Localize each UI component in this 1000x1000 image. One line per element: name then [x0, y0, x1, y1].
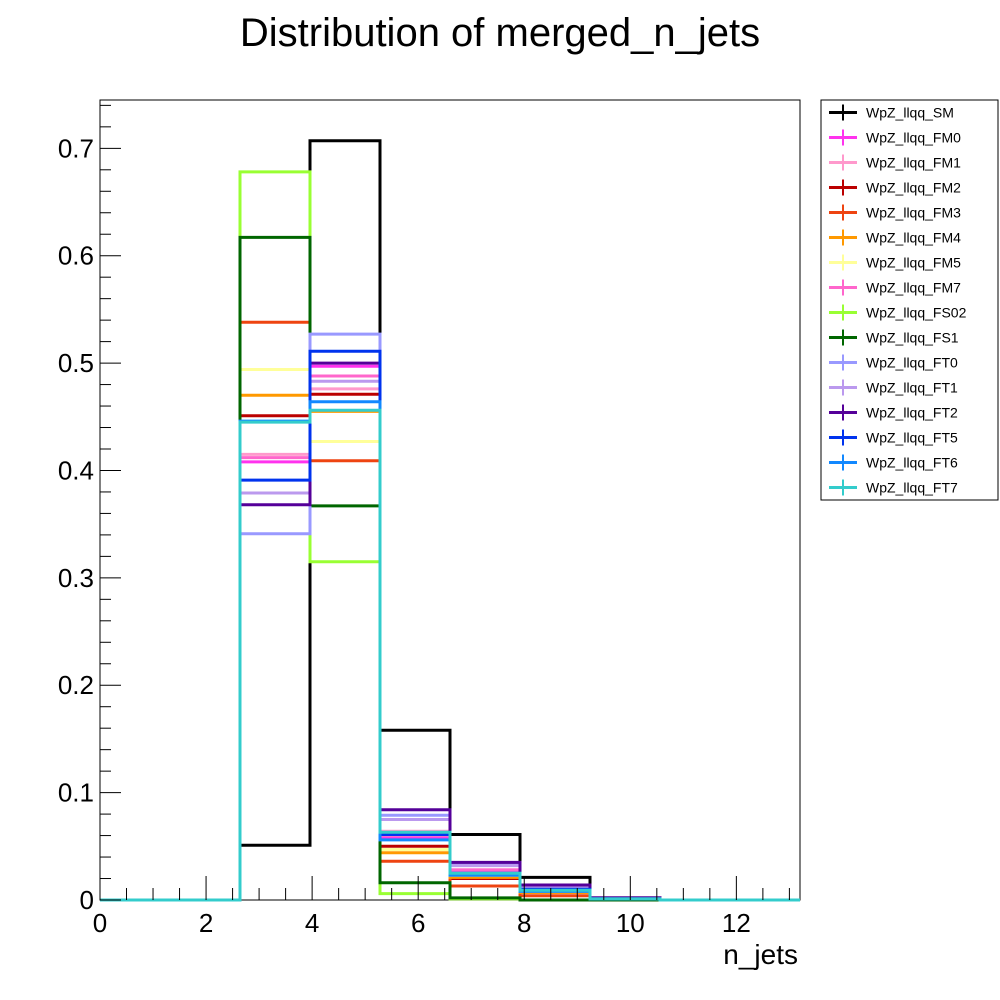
- legend-item: WpZ_llqq_FT5: [829, 429, 958, 446]
- y-tick-label: 0.7: [58, 133, 94, 163]
- legend-item: WpZ_llqq_FT0: [829, 354, 958, 371]
- x-tick-label: 4: [305, 908, 319, 938]
- legend-item: WpZ_llqq_FT1: [829, 379, 958, 396]
- legend-label: WpZ_llqq_FM5: [866, 255, 961, 271]
- legend-item: WpZ_llqq_SM: [829, 104, 954, 121]
- legend-label: WpZ_llqq_FM3: [866, 205, 961, 221]
- legend: WpZ_llqq_SM WpZ_llqq_FM0 WpZ_llqq_FM1 WpZ_l…: [820, 99, 999, 501]
- legend-item: WpZ_llqq_FT7: [829, 479, 958, 496]
- legend-label: WpZ_llqq_FM0: [866, 130, 961, 146]
- legend-item: WpZ_llqq_FS02: [829, 304, 967, 321]
- y-tick-label: 0.4: [58, 455, 94, 485]
- y-tick-label: 0: [80, 885, 94, 915]
- legend-label: WpZ_llqq_FM4: [866, 230, 961, 246]
- x-tick-label: 6: [411, 908, 425, 938]
- axes-group: 0 2 4 6 8 10 12 0 0.1 0.2 0.3 0.4 0.5 0.6 0.7: [58, 104, 790, 938]
- legend-items: WpZ_llqq_SM WpZ_llqq_FM0 WpZ_llqq_FM1 WpZ_l…: [829, 104, 967, 496]
- legend-label: WpZ_llqq_FT0: [866, 355, 958, 371]
- legend-label: WpZ_llqq_FT7: [866, 480, 958, 496]
- y-tick-label: 0.2: [58, 670, 94, 700]
- y-tick-label: 0.1: [58, 778, 94, 808]
- legend-item: WpZ_llqq_FM3: [829, 204, 961, 221]
- x-tick-label: 12: [722, 908, 751, 938]
- legend-item: WpZ_llqq_FM1: [829, 154, 961, 171]
- x-tick-label: 0: [93, 908, 107, 938]
- chart-title: Distribution of merged_n_jets: [240, 11, 760, 55]
- legend-label: WpZ_llqq_FS1: [866, 330, 959, 346]
- legend-item: WpZ_llqq_FM2: [829, 179, 961, 196]
- legend-frame: [820, 99, 999, 501]
- series-group: [100, 139, 800, 902]
- legend-label: WpZ_llqq_FM2: [866, 180, 961, 196]
- x-tick-label: 8: [517, 908, 531, 938]
- legend-item: WpZ_llqq_FM5: [829, 254, 961, 271]
- plot-area: 0 2 4 6 8 10 12 0 0.1 0.2 0.3 0.4 0.5 0.6 0.7: [58, 99, 801, 938]
- legend-item: WpZ_llqq_FS1: [829, 329, 959, 346]
- series-line-WpZ_llqq_FT7: [100, 408, 800, 902]
- legend-label: WpZ_llqq_FS02: [866, 305, 967, 321]
- legend-item: WpZ_llqq_FT2: [829, 404, 958, 421]
- legend-item: WpZ_llqq_FM4: [829, 229, 961, 246]
- y-tick-label: 0.5: [58, 348, 94, 378]
- legend-label: WpZ_llqq_FT5: [866, 430, 958, 446]
- y-tick-label: 0.6: [58, 241, 94, 271]
- legend-label: WpZ_llqq_FM1: [866, 155, 961, 171]
- legend-item: WpZ_llqq_FT6: [829, 454, 958, 471]
- legend-label: WpZ_llqq_SM: [866, 105, 954, 121]
- legend-label: WpZ_llqq_FT2: [866, 405, 958, 421]
- legend-label: WpZ_llqq_FM7: [866, 280, 961, 296]
- legend-label: WpZ_llqq_FT6: [866, 455, 958, 471]
- legend-item: WpZ_llqq_FM7: [829, 279, 961, 296]
- x-tick-label: 10: [616, 908, 645, 938]
- y-tick-label: 0.3: [58, 563, 94, 593]
- x-axis-title: n_jets: [723, 939, 798, 970]
- legend-label: WpZ_llqq_FT1: [866, 380, 958, 396]
- x-tick-label: 2: [199, 908, 213, 938]
- legend-item: WpZ_llqq_FM0: [829, 129, 961, 146]
